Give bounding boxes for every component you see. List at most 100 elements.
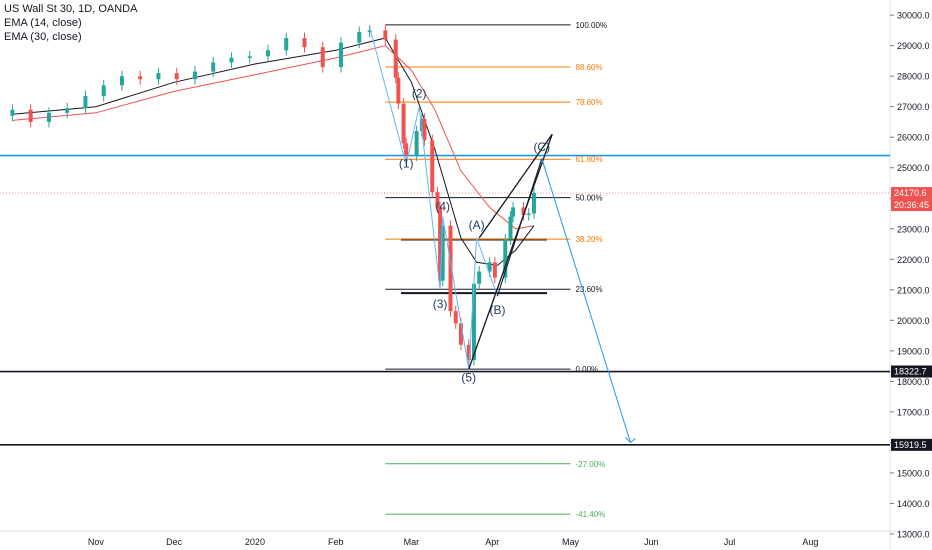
y-tick-label: 18000.0: [897, 377, 930, 387]
fib-level-label: 78.60%: [575, 98, 602, 107]
candle-body: [453, 311, 458, 324]
price-axis[interactable]: 30000.0 29000.0 28000.0 27000.0 26000.0 25000…: [890, 11, 930, 540]
x-tick-label: Dec: [166, 537, 183, 547]
y-tick-label: 26000.0: [897, 133, 930, 143]
candle-body: [477, 271, 482, 284]
wave-label: (2): [412, 87, 427, 101]
candle-body: [156, 73, 161, 80]
candle-body: [396, 77, 401, 104]
candle-body: [383, 30, 388, 40]
y-tick-label: 28000.0: [897, 72, 930, 82]
ema30-line: [12, 45, 535, 230]
x-tick-label: May: [562, 537, 580, 547]
wave-label: (C): [533, 140, 550, 154]
y-tick-label: 15000.0: [897, 468, 930, 478]
candle-body: [174, 73, 179, 80]
y-tick-label: 21000.0: [897, 285, 930, 295]
candle-body: [46, 112, 51, 122]
candle-body: [401, 103, 406, 144]
candle-body: [393, 39, 398, 78]
y-tick-label: 29000.0: [897, 41, 930, 51]
candle-body: [435, 192, 440, 208]
candle-body: [302, 38, 307, 48]
candle-body: [440, 225, 445, 281]
y-tick-label: 30000.0: [897, 11, 930, 21]
wedge-upper-line[interactable]: [478, 133, 553, 239]
x-tick-label: Nov: [88, 537, 105, 547]
candle-body: [487, 262, 492, 272]
fib-level-label: 0.00%: [575, 365, 598, 374]
level-15919-badge-text: 15919.5: [894, 440, 927, 450]
y-tick-label: 27000.0: [897, 102, 930, 112]
x-tick-label: Aug: [802, 537, 818, 547]
candle-body: [28, 109, 33, 122]
candle-body: [247, 56, 252, 58]
symbol-title[interactable]: US Wall St 30, 1D, OANDA: [4, 3, 138, 15]
fib-level-label: 50.00%: [575, 194, 602, 203]
countdown-badge: 20:36:45: [891, 199, 932, 212]
x-tick-label: Jun: [644, 537, 659, 547]
projection-arrow[interactable]: [541, 158, 631, 443]
x-tick-label: Apr: [485, 537, 499, 547]
level-18322-badge-text: 18322.7: [894, 367, 927, 377]
candle-body: [492, 262, 497, 278]
wedge-lower-line[interactable]: [468, 133, 553, 370]
y-tick-label: 23000.0: [897, 224, 930, 234]
wave-label: (3): [433, 297, 448, 311]
candle-body: [101, 85, 106, 97]
wave-label: (5): [461, 370, 476, 384]
wave-label: (A): [469, 218, 485, 232]
fib-level-label: 88.60%: [575, 63, 602, 72]
candle-body: [503, 239, 508, 278]
level-18322-badge-bg: [891, 365, 932, 378]
fib-level-label: 100.00%: [575, 21, 607, 30]
y-tick-label: 22000.0: [897, 255, 930, 265]
y-tick-label: 20000.0: [897, 316, 930, 326]
fib-retracement[interactable]: 100.00% 88.60% 78.60% 61.80% 50.00% 38.20% 23.…: [385, 21, 607, 519]
candles: [10, 24, 536, 366]
candle-body: [138, 76, 143, 80]
wave-labels: (1) (2) (3) (4) (5) (A) (B) (C): [399, 87, 550, 385]
candle-body: [229, 57, 234, 63]
candle-body: [338, 42, 343, 68]
candle-body: [531, 193, 536, 214]
countdown-badge-bg: [891, 199, 932, 212]
price-badges: 24170.6 20:36:45 18322.7 15919.5: [891, 187, 932, 451]
candle-body: [357, 31, 362, 43]
wave-label: (B): [489, 303, 505, 317]
y-tick-label: 19000.0: [897, 346, 930, 356]
elliott-wave-path[interactable]: [369, 27, 543, 370]
candle-body: [284, 38, 289, 51]
moving-averages: [12, 37, 535, 266]
candle-body: [414, 131, 419, 156]
level-15919-badge: 15919.5: [891, 438, 932, 451]
countdown-badge-text: 20:36:45: [894, 200, 929, 210]
candle-body: [65, 108, 70, 113]
candle-body: [508, 216, 513, 240]
y-tick-label: 13000.0: [897, 529, 930, 539]
candle-body: [438, 207, 443, 281]
y-tick-label: 14000.0: [897, 499, 930, 509]
ema14-legend[interactable]: EMA (14, close): [4, 17, 82, 29]
candle-body: [466, 344, 471, 360]
candle-body: [211, 62, 216, 72]
fib-level-label: 23.60%: [575, 285, 602, 294]
candle-body: [83, 96, 88, 109]
ema30-legend[interactable]: EMA (30, close): [4, 31, 82, 43]
x-tick-label: Feb: [328, 537, 344, 547]
level-15919-badge-bg: [891, 438, 932, 451]
y-tick-label: 25000.0: [897, 163, 930, 173]
wave-label: (1): [399, 157, 414, 171]
fib-level-label: -41.40%: [575, 510, 605, 519]
candle-body: [10, 109, 15, 116]
x-tick-label: Jul: [724, 537, 736, 547]
candle-body: [526, 213, 531, 216]
last-price-badge-text: 24170.6: [894, 188, 927, 198]
candle-body: [320, 47, 325, 68]
wedge-inner-line[interactable]: [496, 158, 543, 297]
drawings[interactable]: [369, 27, 636, 444]
time-axis[interactable]: Nov Dec 2020 Feb Mar Apr May Jun Jul Aug: [88, 537, 819, 547]
ema14-line: [12, 37, 535, 266]
